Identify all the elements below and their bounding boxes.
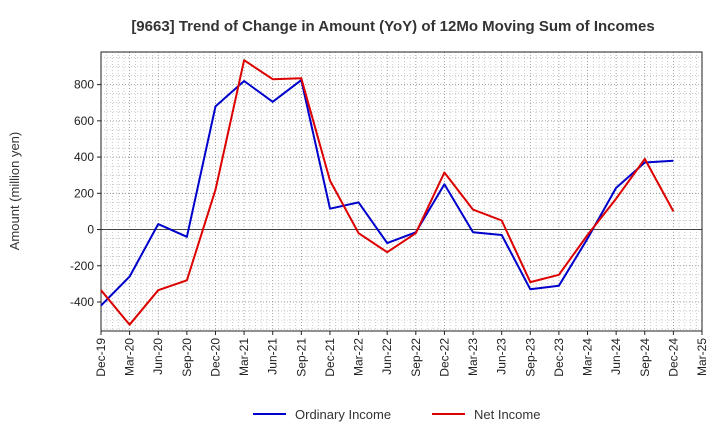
x-tick-label: Dec-21 (323, 338, 337, 377)
x-tick-label: Dec-23 (552, 338, 566, 377)
x-tick-label: Jun-22 (380, 338, 394, 375)
x-tick-label: Dec-24 (666, 338, 680, 377)
y-tick-label: 800 (74, 78, 94, 92)
x-tick-label: Mar-24 (581, 338, 595, 376)
y-axis-label: Amount (million yen) (7, 132, 22, 251)
plot-frame (100, 51, 703, 332)
legend-label-1: Ordinary Income (295, 407, 391, 422)
x-tick-label: Jun-24 (609, 338, 623, 375)
x-tick-label: Sep-24 (638, 338, 652, 377)
y-tick-label: 0 (87, 223, 94, 237)
x-tick-label: Jun-23 (495, 338, 509, 375)
x-tick-label: Dec-22 (437, 338, 451, 377)
x-tick-label: Sep-22 (409, 338, 423, 377)
x-tick-label: Mar-21 (237, 338, 251, 376)
grid (100, 52, 702, 331)
plot-border (100, 51, 703, 332)
x-tick-label: Sep-21 (294, 338, 308, 377)
x-tick-label: Dec-19 (94, 338, 108, 377)
y-tick-label: 400 (74, 150, 94, 164)
y-tick-labels: -400 -200 0 200 400 600 800 (70, 78, 101, 309)
series-line-1 (100, 79, 674, 307)
chart-title: [9663] Trend of Change in Amount (YoY) o… (131, 18, 654, 35)
x-tick-label: Dec-20 (208, 338, 222, 377)
legend-label-2: Net Income (474, 407, 540, 422)
x-tick-label: Mar-23 (466, 338, 480, 376)
y-tick-label: -400 (70, 295, 94, 309)
series-line-2 (100, 59, 675, 326)
y-tick-label: 200 (74, 186, 94, 200)
x-tick-label: Mar-25 (695, 338, 709, 376)
x-tick-label: Mar-20 (123, 338, 137, 376)
x-tick-labels: Dec-19 Mar-20 Jun-20 Sep-20 Dec-20 Mar-21 Jun-… (94, 331, 709, 377)
y-tick-label: -200 (70, 259, 94, 273)
x-tick-label: Sep-23 (523, 338, 537, 377)
series-layer (100, 59, 675, 326)
x-tick-label: Sep-20 (180, 338, 194, 377)
x-tick-label: Mar-22 (352, 338, 366, 376)
legend: Ordinary Income Net Income (253, 407, 540, 422)
x-tick-label: Jun-20 (151, 338, 165, 375)
y-tick-label: 600 (74, 114, 94, 128)
x-tick-label: Jun-21 (266, 338, 280, 375)
